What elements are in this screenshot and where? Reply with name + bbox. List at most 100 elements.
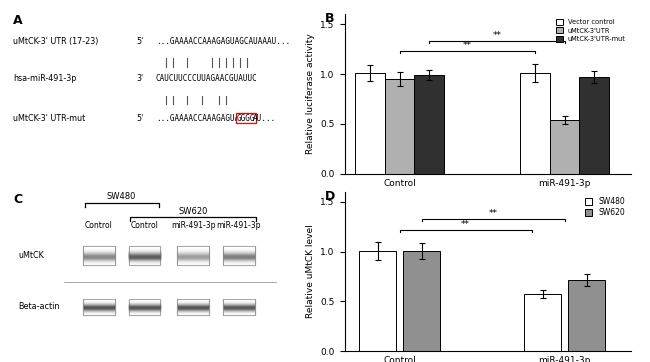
Bar (129, 299, 161, 315)
Bar (84, 260, 114, 261)
Bar (84, 300, 114, 301)
Bar (129, 258, 160, 259)
Text: A: A (13, 14, 23, 27)
Bar (224, 307, 254, 308)
Bar (178, 303, 209, 304)
Bar (84, 249, 114, 250)
Bar (178, 299, 209, 300)
Bar (129, 299, 160, 300)
Bar (178, 304, 209, 305)
Bar (224, 306, 254, 307)
Bar (129, 310, 160, 311)
Y-axis label: Relative uMtCK level: Relative uMtCK level (306, 225, 315, 318)
Text: SW620: SW620 (179, 207, 208, 216)
Bar (83, 246, 114, 265)
Bar (129, 256, 160, 257)
Bar (84, 264, 114, 265)
Bar (224, 259, 254, 260)
Bar (129, 259, 160, 260)
Bar (178, 306, 209, 307)
Bar (129, 249, 160, 250)
Bar (224, 298, 254, 299)
Bar (224, 263, 254, 264)
Text: Control: Control (131, 221, 159, 230)
Bar (178, 255, 209, 256)
Bar (178, 249, 209, 250)
Text: hsa-miR-491-3p: hsa-miR-491-3p (13, 75, 77, 83)
Bar (129, 312, 160, 313)
Bar (84, 299, 114, 300)
Bar (84, 259, 114, 260)
Bar (129, 254, 160, 255)
Bar (83, 299, 114, 315)
Bar (385, 79, 414, 174)
Bar (84, 309, 114, 310)
Bar (178, 312, 209, 313)
Text: 3': 3' (136, 75, 143, 83)
Bar (404, 251, 439, 351)
Bar (129, 307, 160, 308)
Bar (224, 252, 254, 253)
Text: GGGG: GGGG (237, 114, 255, 123)
Bar (178, 259, 209, 260)
Bar (178, 257, 209, 258)
Bar (129, 263, 160, 264)
Bar (224, 313, 254, 314)
Bar (224, 300, 254, 301)
Bar (84, 256, 114, 257)
Bar (84, 259, 114, 260)
Bar (84, 301, 114, 302)
Bar (224, 263, 254, 264)
Bar (129, 308, 160, 309)
Bar (129, 263, 160, 264)
Bar (84, 299, 114, 300)
Bar (84, 246, 114, 247)
Bar (178, 253, 209, 254)
Bar (224, 254, 254, 255)
Bar (129, 250, 160, 251)
Bar (129, 299, 161, 315)
Text: **: ** (463, 41, 472, 50)
Bar (178, 252, 209, 253)
Bar (84, 306, 114, 307)
Bar (129, 255, 160, 256)
Bar (177, 246, 209, 265)
Bar (359, 251, 396, 351)
Bar (178, 251, 209, 252)
Bar (224, 302, 254, 303)
Bar (224, 312, 254, 313)
Bar (129, 252, 160, 253)
Bar (525, 294, 561, 351)
Bar (178, 307, 209, 308)
Text: uMtCK-3' UTR (17-23): uMtCK-3' UTR (17-23) (13, 37, 98, 46)
Bar (84, 263, 114, 264)
Bar (224, 314, 254, 315)
Bar (129, 311, 160, 312)
Bar (224, 249, 254, 250)
Bar (178, 305, 209, 306)
Bar (84, 250, 114, 251)
Text: 5': 5' (136, 114, 143, 123)
Bar (84, 247, 114, 248)
Text: **: ** (492, 31, 501, 41)
Bar (129, 249, 160, 250)
Bar (129, 253, 160, 254)
Bar (129, 256, 160, 257)
Bar (178, 301, 209, 302)
Bar (178, 259, 209, 260)
Bar (84, 263, 114, 264)
Bar (129, 246, 161, 265)
Bar (224, 257, 254, 258)
Bar (224, 256, 254, 257)
Bar (178, 303, 209, 304)
Bar (84, 261, 114, 262)
Bar (84, 303, 114, 304)
Bar (84, 252, 114, 253)
Bar (129, 247, 160, 248)
Text: 5': 5' (136, 37, 143, 46)
Bar (579, 77, 609, 174)
Bar (129, 262, 160, 263)
Bar (83, 299, 114, 315)
Bar (178, 247, 209, 248)
Text: D: D (325, 190, 335, 203)
